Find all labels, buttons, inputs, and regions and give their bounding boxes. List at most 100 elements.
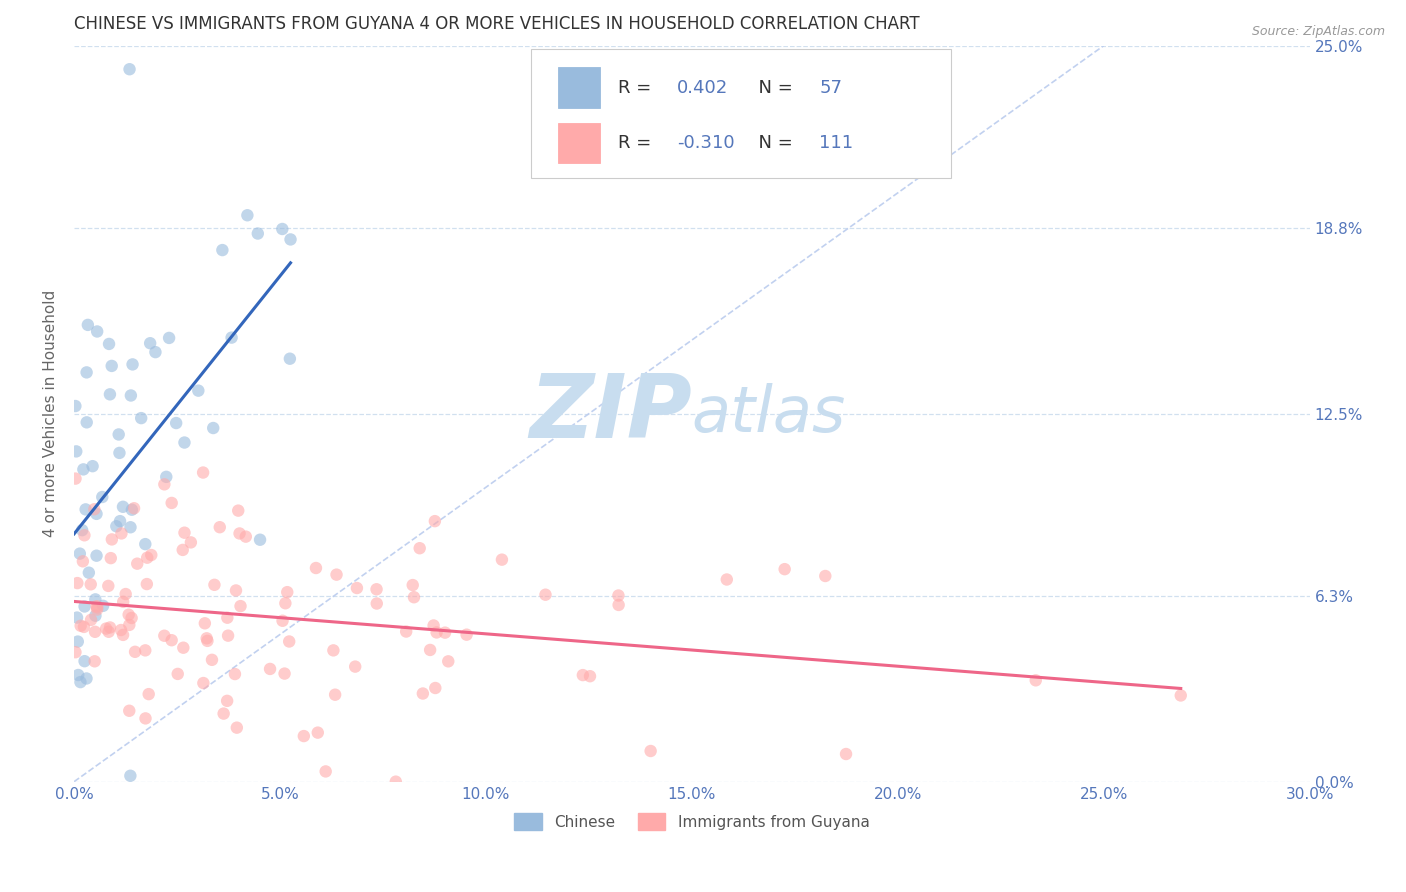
Point [118, 704, 141, 718]
Point [97, 579, 120, 593]
Point [86, 325, 108, 339]
Point [278, 634, 301, 648]
Point [84, 592, 107, 607]
Point [65, 399, 87, 413]
Point [72, 462, 94, 476]
Point [98, 337, 121, 351]
Point [135, 577, 157, 591]
Point [224, 667, 246, 681]
Point [107, 427, 129, 442]
Point [172, 542, 194, 557]
Point [191, 466, 214, 480]
Text: R =: R = [617, 78, 657, 96]
Point [228, 526, 250, 541]
Point [419, 643, 441, 657]
Point [69, 619, 91, 633]
Point [173, 525, 195, 540]
Point [112, 628, 135, 642]
Point [491, 552, 513, 566]
Point [76, 415, 98, 429]
Point [366, 597, 388, 611]
Point [124, 645, 146, 659]
Point [121, 611, 143, 625]
Point [69, 547, 91, 561]
Point [91, 490, 114, 504]
Point [141, 548, 163, 562]
Point [716, 573, 738, 587]
Point [280, 232, 302, 246]
Point [773, 562, 796, 576]
Point [120, 388, 142, 402]
Point [66, 610, 89, 624]
Point [76, 318, 98, 332]
Text: N =: N = [748, 78, 799, 96]
Point [73, 528, 96, 542]
Point [94, 622, 117, 636]
Point [105, 519, 128, 533]
Point [86, 602, 108, 616]
Point [395, 624, 418, 639]
Point [84, 624, 107, 639]
Point [640, 744, 662, 758]
Point [607, 589, 630, 603]
Text: ZIP: ZIP [529, 370, 692, 458]
Text: R =: R = [617, 134, 657, 152]
Point [165, 416, 187, 430]
Point [366, 582, 388, 597]
Point [202, 421, 225, 435]
Point [180, 535, 202, 549]
Point [97, 624, 120, 639]
Point [315, 764, 337, 779]
Point [211, 243, 233, 257]
Point [160, 496, 183, 510]
Text: 0.402: 0.402 [678, 78, 728, 96]
Point [145, 345, 167, 359]
Point [423, 514, 446, 528]
Point [173, 435, 195, 450]
Point [193, 676, 215, 690]
Text: 111: 111 [820, 134, 853, 152]
Point [208, 520, 231, 534]
Point [195, 632, 218, 646]
Point [278, 351, 301, 366]
Point [187, 384, 209, 398]
Point [307, 725, 329, 739]
Point [322, 643, 344, 657]
FancyBboxPatch shape [531, 49, 952, 178]
Point [114, 587, 136, 601]
Point [456, 628, 478, 642]
Point [323, 688, 346, 702]
Point [160, 633, 183, 648]
Point [111, 500, 134, 514]
Point [100, 551, 122, 566]
Point [197, 633, 219, 648]
Point [835, 747, 858, 761]
Point [65, 444, 87, 458]
Point [121, 502, 143, 516]
Point [217, 629, 239, 643]
Point [98, 620, 121, 634]
Point [534, 588, 557, 602]
Point [274, 596, 297, 610]
Point [73, 599, 96, 614]
Point [139, 336, 162, 351]
Point [325, 567, 347, 582]
Point [166, 667, 188, 681]
Point [67, 668, 90, 682]
Point [84, 608, 107, 623]
Point [91, 599, 114, 613]
Point [201, 653, 224, 667]
Point [86, 549, 108, 563]
Legend: Chinese, Immigrants from Guyana: Chinese, Immigrants from Guyana [508, 806, 876, 837]
Point [101, 533, 124, 547]
Point [246, 227, 269, 241]
Point [86, 599, 108, 614]
Point [110, 526, 132, 541]
Text: atlas: atlas [692, 383, 846, 445]
Point [122, 501, 145, 516]
Point [217, 694, 239, 708]
Point [425, 681, 447, 695]
Point [259, 662, 281, 676]
Point [73, 654, 96, 668]
Point [80, 577, 103, 591]
